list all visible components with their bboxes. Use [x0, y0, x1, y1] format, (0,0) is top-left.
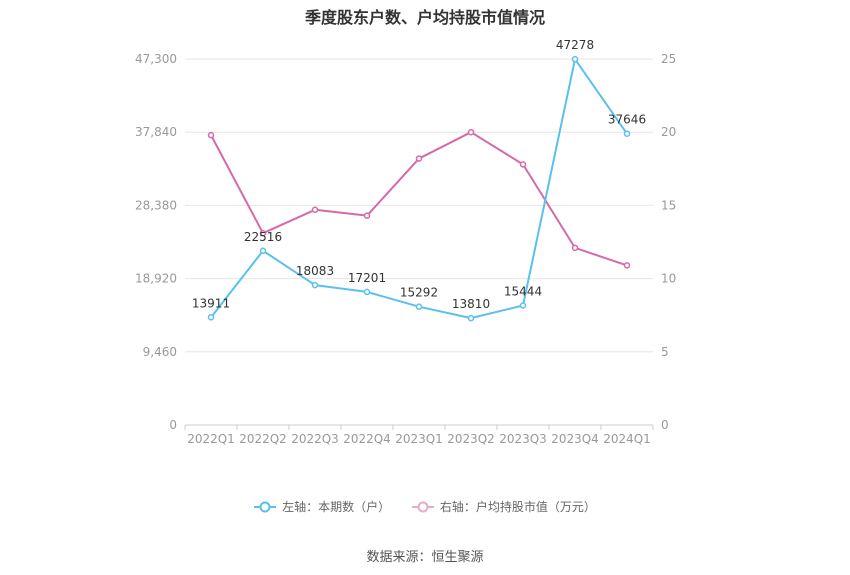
left-data-point [519, 302, 527, 309]
right-axis-tick-label: 10 [661, 272, 676, 286]
right-data-point [311, 206, 319, 214]
right-axis-tick-label: 15 [661, 198, 676, 212]
right-data-point [259, 229, 267, 237]
legend-item-right[interactable]: 右轴：户均持股市值（万元） [411, 498, 596, 515]
data-source: 数据来源：恒生聚源 [366, 550, 484, 565]
left-data-label: 18083 [296, 264, 334, 278]
x-axis-tick-label: 2023Q4 [551, 432, 599, 446]
left-data-label: 15292 [400, 286, 438, 300]
left-data-point [415, 303, 423, 310]
legend-right-marker-icon [411, 501, 434, 512]
x-axis-tick-label: 2023Q1 [395, 432, 443, 446]
left-data-label: 13911 [192, 296, 230, 310]
left-axis-tick-label: 9,460 [143, 345, 177, 359]
right-axis-tick-label: 0 [661, 418, 669, 432]
legend-left-marker-icon [254, 501, 277, 512]
left-data-label: 22516 [244, 230, 282, 244]
left-data-point [311, 281, 319, 289]
legend-right-label: 右轴：户均持股市值（万元） [439, 500, 596, 514]
x-axis-tick-label: 2022Q3 [291, 432, 339, 446]
left-data-label: 15444 [504, 284, 542, 298]
x-axis-tick-label: 2023Q2 [447, 432, 495, 446]
left-data-point [259, 247, 267, 255]
legend: 左轴：本期数（户） 右轴：户均持股市值（万元） [0, 498, 850, 516]
left-axis-tick-label: 28,380 [135, 198, 177, 212]
left-data-point [571, 55, 579, 63]
legend-left-label: 左轴：本期数（户） [282, 500, 391, 514]
left-data-point [467, 314, 475, 322]
right-data-point [207, 131, 215, 139]
right-axis-tick-label: 5 [661, 345, 669, 359]
left-data-point [207, 314, 215, 321]
x-axis-tick-label: 2022Q4 [343, 432, 391, 446]
left-data-point [623, 130, 631, 137]
left-data-label: 17201 [348, 271, 386, 285]
right-axis-tick-label: 20 [661, 125, 676, 139]
left-axis-tick-label: 18,920 [135, 272, 177, 286]
left-axis-tick-label: 37,840 [135, 125, 177, 139]
x-axis-tick-label: 2024Q1 [603, 432, 651, 446]
right-data-point [519, 161, 527, 168]
legend-item-left[interactable]: 左轴：本期数（户） [254, 498, 390, 515]
right-axis-tick-label: 25 [661, 52, 676, 66]
left-data-label: 13810 [452, 297, 490, 311]
x-axis-tick-label: 2023Q3 [499, 432, 547, 446]
chart-title: 季度股东户数、户均持股市值情况 [304, 8, 545, 27]
left-data-point [363, 288, 371, 296]
x-axis-tick-label: 2022Q1 [187, 432, 235, 446]
left-axis-tick-label: 0 [169, 418, 177, 432]
x-axis-tick-label: 2022Q2 [239, 432, 287, 446]
right-data-point [623, 262, 631, 269]
right-series-line [210, 131, 628, 267]
right-data-point [467, 128, 475, 136]
left-data-label: 37646 [608, 113, 646, 127]
left-series-line [210, 58, 628, 320]
left-axis-tick-label: 47,300 [135, 52, 177, 66]
right-data-point [363, 212, 371, 219]
left-data-label: 47278 [556, 38, 594, 52]
right-data-point [571, 244, 579, 252]
right-data-point [415, 155, 423, 162]
